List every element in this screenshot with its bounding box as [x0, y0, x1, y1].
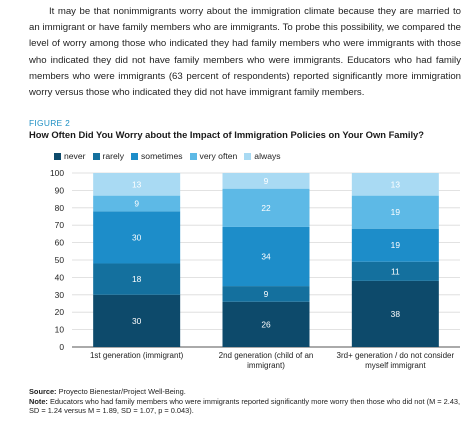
body-text: It may be that nonimmigrants worry about… [29, 4, 461, 101]
bar-segment [351, 195, 439, 229]
bar-segment [93, 211, 181, 264]
y-tick-label: 80 [55, 203, 65, 213]
bar-segment [222, 301, 310, 347]
figure-notes: Source: Proyecto Bienestar/Project Well-… [29, 387, 469, 416]
data-label: 9 [134, 198, 139, 208]
data-label: 22 [261, 203, 271, 213]
data-label: 19 [391, 207, 401, 217]
stacked-bar-chart: 0 10 20 30 40 50 60 70 80 90 100 30 18 30 9 13 1st gener… [50, 168, 460, 370]
category-label: myself immigrant [365, 361, 426, 370]
category-label: 1st generation (immigrant) [90, 351, 184, 360]
note-text: Educators who had family members who wer… [29, 396, 461, 416]
y-tick-label: 20 [55, 307, 65, 317]
y-tick-label: 0 [59, 342, 64, 352]
legend-swatch [54, 152, 61, 160]
data-label: 38 [391, 309, 401, 319]
bar-segment [93, 173, 181, 196]
legend-swatch [131, 152, 138, 160]
source-line: Source: Proyecto Bienestar/Project Well-… [29, 387, 469, 397]
data-label: 11 [391, 266, 400, 276]
chart-legend: never rarely sometimes very often always [54, 151, 288, 161]
bar-segment [93, 263, 181, 295]
figure-label: FIGURE 2 [29, 118, 71, 128]
data-label: 9 [264, 289, 269, 299]
data-label: 34 [261, 252, 271, 262]
legend-item: never [54, 151, 86, 161]
note-line: Note: Educators who had family members w… [29, 397, 469, 416]
y-tick-label: 10 [55, 325, 65, 335]
data-label: 30 [132, 316, 142, 326]
legend-swatch [244, 152, 252, 160]
y-tick-label: 60 [55, 238, 65, 248]
legend-label: always [254, 151, 281, 161]
data-label: 18 [132, 274, 142, 284]
legend-label: sometimes [141, 151, 183, 161]
data-label: 30 [132, 232, 142, 242]
bar-segment [351, 280, 439, 347]
data-label: 26 [261, 319, 271, 329]
bar-segment [351, 261, 439, 281]
category-label: 2nd generation (child of an [219, 351, 314, 360]
category-label: 3rd+ generation / do not consider [337, 351, 455, 360]
bar-segment [222, 286, 310, 302]
bar-segment [222, 188, 310, 227]
y-tick-label: 40 [55, 272, 65, 282]
legend-item: very often [189, 151, 238, 161]
data-label: 13 [132, 179, 142, 189]
legend-swatch [92, 152, 100, 160]
y-tick-label: 100 [50, 168, 64, 178]
y-tick-label: 70 [55, 220, 65, 230]
bar-segment [93, 294, 181, 347]
category-label: immigrant) [247, 361, 285, 370]
data-label: 13 [391, 179, 401, 189]
figure-title: How Often Did You Worry about the Impact… [29, 129, 424, 140]
legend-item: always [244, 151, 281, 161]
note-label: Note: [29, 396, 48, 406]
legend-label: very often [199, 151, 238, 161]
source-text: Proyecto Bienestar/Project Well-Being. [56, 387, 186, 396]
legend-label: never [64, 151, 86, 161]
source-label: Source: [29, 387, 57, 396]
legend-item: sometimes [131, 151, 183, 161]
bar-segment [351, 173, 439, 196]
legend-swatch [189, 152, 197, 160]
legend-item: rarely [92, 151, 125, 161]
y-tick-label: 30 [55, 290, 65, 300]
data-label: 19 [391, 240, 401, 250]
body-paragraph: It may be that nonimmigrants worry about… [29, 6, 461, 99]
bar-segment [351, 228, 439, 262]
bar-segment [222, 173, 310, 189]
bar-segment [222, 226, 310, 287]
y-tick-label: 90 [55, 185, 65, 195]
data-label: 9 [264, 176, 269, 186]
bar-segment [93, 195, 181, 212]
y-tick-label: 50 [55, 255, 65, 265]
legend-label: rarely [102, 151, 125, 161]
